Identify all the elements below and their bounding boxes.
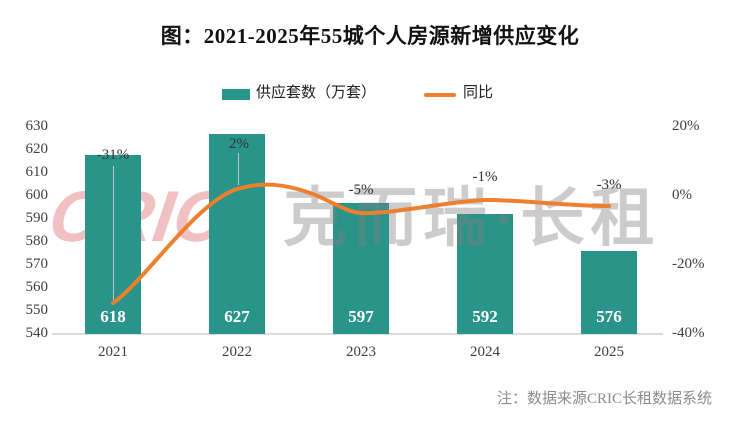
left-axis-tick: 630 [25,118,49,134]
source-note: 注：数据来源CRIC长租数据系统 [496,391,712,407]
year-label-2021: 2021 [98,344,128,360]
pct-label-2025: -3% [596,177,622,193]
right-axis-tick: -40% [672,325,705,341]
legend-label-yoy: 同比 [463,85,494,101]
pct-label-2023: -5% [348,182,374,198]
watermark-cjk: 克而瑞·长租 [283,183,661,254]
bar-2023 [333,203,389,334]
left-axis-tick: 540 [25,325,49,341]
bar-value-2021: 618 [100,307,126,326]
x-axis-baseline [52,333,663,335]
bar-value-2024: 592 [472,307,498,326]
left-axis-tick: 600 [25,187,49,203]
leader-line-2022 [238,153,239,185]
year-label-2022: 2022 [222,344,252,360]
right-axis-tick: 20% [672,118,700,134]
left-axis-tick: 620 [25,141,49,157]
bar-2022 [209,134,265,334]
bar-2025 [581,251,637,334]
bar-value-2023: 597 [348,307,374,326]
year-label-2024: 2024 [470,344,500,360]
right-axis-tick: -20% [672,256,705,272]
pct-label-2021: -31% [96,147,130,163]
bar-2024 [457,214,513,334]
bar-value-2025: 576 [596,307,622,326]
year-label-2025: 2025 [594,344,624,360]
legend-line-swatch [424,93,456,97]
left-axis-tick: 590 [25,210,49,226]
left-axis-tick: 610 [25,164,49,180]
left-axis-tick: 580 [25,233,49,249]
pct-label-2024: -1% [472,169,498,185]
legend-bar-swatch [222,89,250,100]
left-axis-tick: 550 [25,302,49,318]
chart-title: 图：2021-2025年55城个人房源新增供应变化 [160,24,580,48]
left-axis-tick: 560 [25,279,49,295]
right-axis-tick: 0% [672,187,692,203]
left-axis-tick: 570 [25,256,49,272]
leader-line-2021 [113,166,114,300]
pct-label-2022: 2% [229,136,249,152]
legend-label-supply: 供应套数（万套） [256,85,377,101]
bar-value-2022: 627 [224,307,250,326]
year-label-2023: 2023 [346,344,376,360]
